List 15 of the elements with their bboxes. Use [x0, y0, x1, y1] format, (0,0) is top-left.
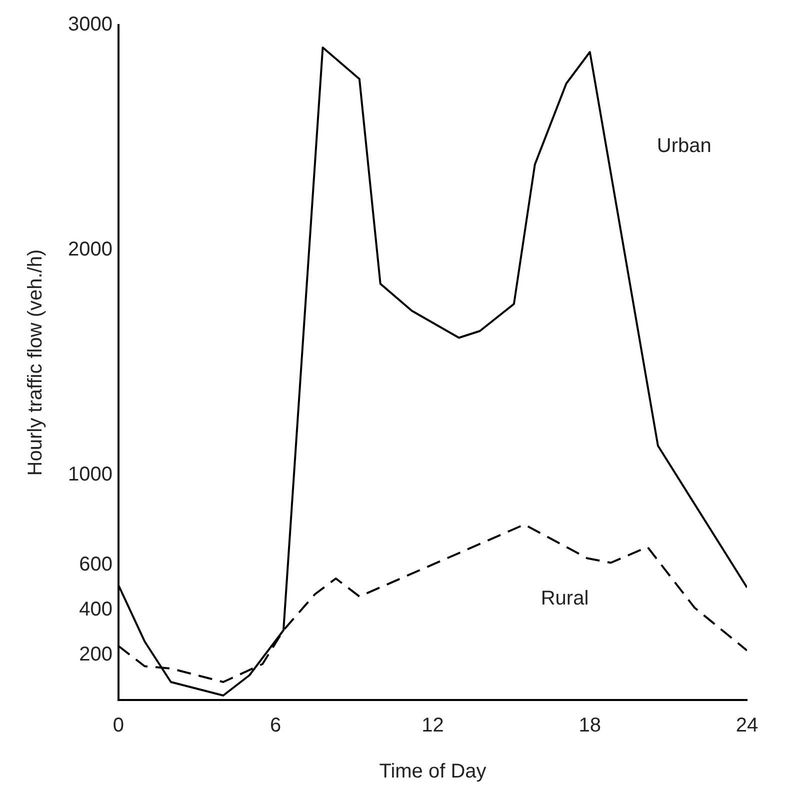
- y-tick-label: 400: [79, 598, 112, 621]
- y-tick-label: 1000: [68, 464, 112, 486]
- x-tick-label: 24: [736, 714, 758, 737]
- y-tick-label: 3000: [68, 14, 112, 36]
- y-tick-label: 600: [79, 554, 112, 576]
- y-tick-label: 200: [79, 644, 112, 666]
- x-tick-label: 6: [270, 714, 282, 737]
- x-axis-title: Time of Day: [379, 760, 486, 783]
- y-axis-title: Hourly traffic flow (veh./h): [24, 249, 47, 476]
- text: Urban: [656, 135, 712, 158]
- series-label: Rural: [540, 587, 589, 610]
- x-tick-label: 12: [422, 714, 444, 737]
- x-tick-label: 18: [578, 714, 601, 737]
- x-tick-label: 0: [112, 714, 124, 737]
- y-tick-label: 2000: [68, 238, 112, 261]
